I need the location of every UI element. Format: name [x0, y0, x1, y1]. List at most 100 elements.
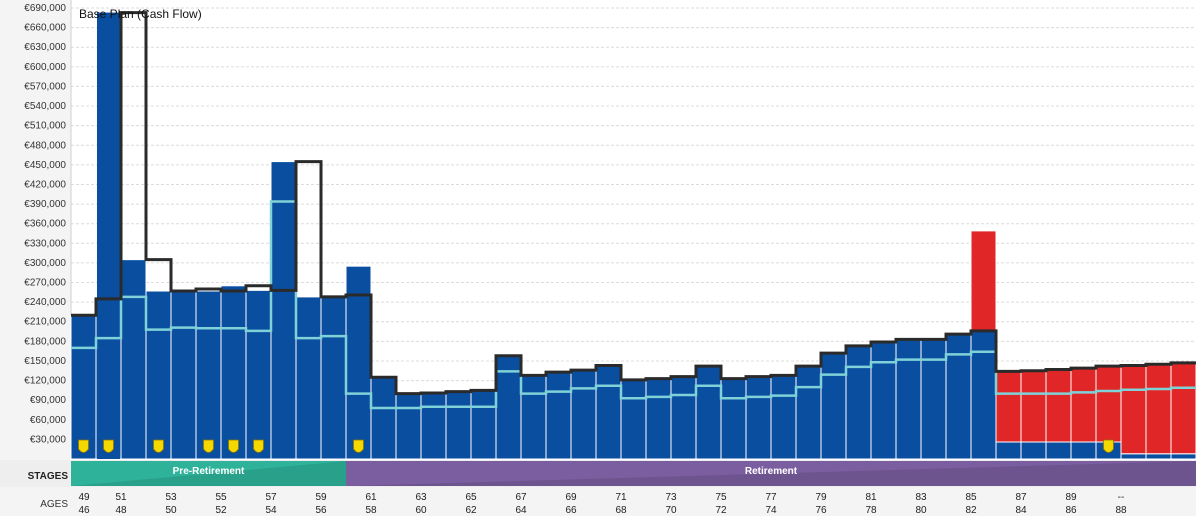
y-tick-label: €690,000	[24, 3, 66, 14]
age-top-label: 49	[78, 492, 90, 503]
age-bottom-label: 62	[465, 505, 477, 516]
bar-blue	[770, 374, 797, 460]
age-top-label: 89	[1065, 492, 1077, 503]
y-tick-label: €510,000	[24, 121, 66, 132]
event-marker-icon	[353, 439, 364, 453]
bar-red	[1070, 367, 1097, 443]
age-top-label: 65	[465, 492, 477, 503]
age-top-label: 69	[565, 492, 577, 503]
age-top-label: 79	[815, 492, 827, 503]
bar-blue	[870, 341, 897, 460]
age-bottom-label: 84	[1015, 505, 1027, 516]
age-bottom-label: 88	[1115, 505, 1127, 516]
event-markers	[78, 439, 1114, 453]
age-bottom-label: 86	[1065, 505, 1077, 516]
bar-blue	[520, 374, 547, 460]
bar-red	[1020, 370, 1047, 443]
bar-blue	[1145, 453, 1172, 460]
bar-blue	[1120, 453, 1147, 460]
bar-blue	[445, 391, 472, 460]
bar-blue	[295, 296, 322, 460]
bar-blue	[620, 379, 647, 460]
age-bottom-label: 64	[515, 505, 527, 516]
y-tick-label: €120,000	[24, 376, 66, 387]
stage-band-shade	[346, 461, 1196, 486]
bar-blue	[920, 338, 947, 460]
age-top-label: 83	[915, 492, 927, 503]
bar-blue	[545, 371, 572, 460]
age-top-label: 61	[365, 492, 377, 503]
y-tick-label: €270,000	[24, 278, 66, 289]
bar-blue	[1020, 441, 1047, 460]
age-top-label: 55	[215, 492, 227, 503]
age-top-label: 73	[665, 492, 677, 503]
bar-blue	[720, 378, 747, 460]
age-bottom-label: 78	[865, 505, 877, 516]
bar-blue	[395, 393, 422, 460]
stages-label: STAGES	[28, 471, 69, 482]
age-top-label: 59	[315, 492, 327, 503]
age-top-label: 77	[765, 492, 777, 503]
bar-blue	[70, 314, 97, 460]
bar-blue	[945, 333, 972, 460]
ages-panel	[0, 487, 1196, 516]
age-top-label: 51	[115, 492, 127, 503]
age-bottom-label: 82	[965, 505, 977, 516]
age-top-label: 63	[415, 492, 427, 503]
age-top-label: 87	[1015, 492, 1027, 503]
bar-blue	[895, 338, 922, 460]
age-bottom-label: 48	[115, 505, 127, 516]
bar-red	[970, 230, 997, 332]
y-tick-label: €570,000	[24, 81, 66, 92]
bars	[70, 12, 1196, 460]
y-tick-label: €600,000	[24, 62, 66, 73]
age-bottom-label: 56	[315, 505, 327, 516]
age-top-label: 81	[865, 492, 877, 503]
stages-band: STAGES Pre-Retirement Retirement	[0, 460, 1196, 487]
age-bottom-label: 66	[565, 505, 577, 516]
y-tick-label: €480,000	[24, 140, 66, 151]
y-tick-label: €300,000	[24, 258, 66, 269]
bar-red	[1120, 365, 1147, 455]
bar-red	[995, 370, 1022, 443]
chart-title: Base Plan (Cash Flow)	[79, 7, 202, 21]
age-bottom-label: 70	[665, 505, 677, 516]
age-bottom-label: 72	[715, 505, 727, 516]
bar-red	[1045, 369, 1072, 443]
y-tick-label: €30,000	[30, 434, 67, 445]
bar-blue	[670, 376, 697, 460]
stage-label: Pre-Retirement	[173, 466, 245, 477]
age-bottom-label: 58	[365, 505, 377, 516]
bar-blue	[420, 392, 447, 460]
ages-label: AGES	[40, 499, 68, 510]
bar-blue	[470, 389, 497, 460]
age-bottom-label: 46	[78, 505, 90, 516]
bar-blue	[570, 369, 597, 460]
bar-blue	[970, 330, 997, 460]
bar-blue	[220, 285, 247, 460]
event-marker-icon	[1103, 439, 1114, 453]
age-bottom-label: 50	[165, 505, 177, 516]
event-marker-icon	[253, 439, 264, 453]
y-tick-label: €60,000	[30, 415, 67, 426]
bar-blue	[170, 288, 197, 460]
y-tick-label: €330,000	[24, 238, 66, 249]
y-tick-label: €240,000	[24, 297, 66, 308]
bar-blue	[1045, 441, 1072, 460]
age-bottom-label: 54	[265, 505, 277, 516]
bar-blue	[695, 365, 722, 460]
y-tick-label: €660,000	[24, 23, 66, 34]
age-bottom-label: 80	[915, 505, 927, 516]
y-tick-label: €180,000	[24, 336, 66, 347]
event-marker-icon	[103, 439, 114, 453]
bar-blue	[995, 441, 1022, 460]
bar-blue	[245, 289, 272, 460]
age-bottom-label: 52	[215, 505, 227, 516]
age-top-label: --	[1118, 492, 1125, 503]
age-top-label: 53	[165, 492, 177, 503]
age-top-label: 67	[515, 492, 527, 503]
bar-blue	[1070, 441, 1097, 460]
bar-blue	[595, 365, 622, 460]
